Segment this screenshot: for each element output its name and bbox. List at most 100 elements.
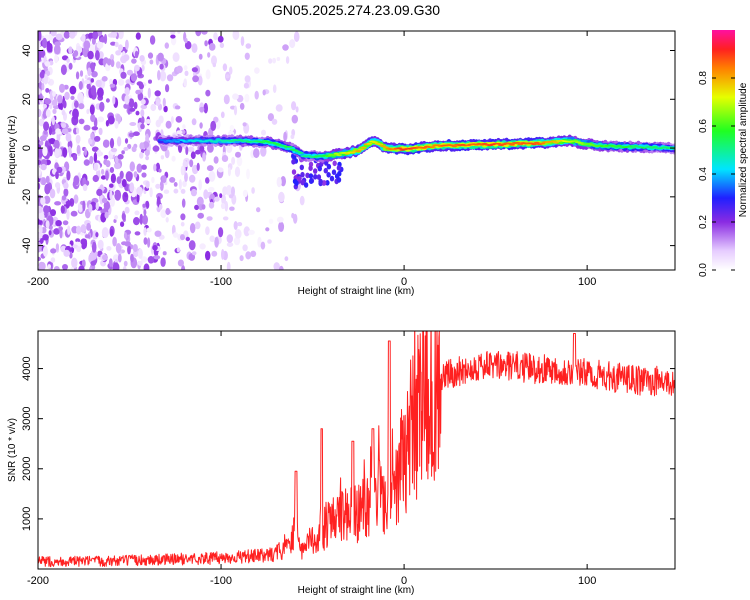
heatmap-speckle (75, 71, 80, 80)
heatmap-side-lobe (305, 172, 310, 179)
heatmap-speckle (112, 236, 117, 247)
heatmap-speckle (90, 85, 97, 96)
heatmap-ridge-cell (330, 154, 337, 157)
heatmap-speckle (180, 221, 185, 227)
heatmap-speckle (136, 163, 143, 173)
heatmap-side-lobe (318, 178, 323, 185)
heatmap-speckle (67, 146, 72, 154)
heatmap-speckle (191, 118, 197, 126)
heatmap-speckle (115, 50, 122, 56)
x-tick-label: 0 (401, 276, 407, 288)
heatmap-speckle (234, 166, 241, 178)
heatmap-speckle (136, 81, 143, 86)
heatmap-speckle (131, 58, 137, 64)
heatmap-speckle (135, 89, 141, 95)
heatmap-speckle (125, 39, 129, 50)
heatmap-speckle (52, 108, 57, 114)
heatmap-speckle (68, 46, 73, 55)
heatmap-speckle (207, 52, 211, 58)
heatmap-speckle (218, 227, 224, 238)
heatmap-side-lobe (294, 180, 299, 186)
heatmap-speckle (39, 140, 44, 146)
heatmap-speckle (244, 93, 250, 103)
heatmap-speckle (140, 256, 148, 263)
heatmap-speckle (42, 104, 48, 109)
heatmap-speckle (137, 260, 143, 266)
heatmap-speckle (145, 200, 150, 209)
heatmap-speckle (83, 40, 91, 50)
heatmap-speckle (181, 198, 186, 208)
heatmap-speckle (194, 221, 201, 230)
heatmap-speckle (38, 241, 42, 253)
heatmap-speckle (220, 202, 226, 210)
heatmap-speckle (92, 174, 100, 183)
heatmap-speckle (73, 175, 80, 186)
heatmap-speckle (146, 227, 152, 233)
heatmap-ridge-cell (336, 154, 343, 157)
heatmap-speckle (114, 162, 121, 170)
heatmap-speckle (83, 159, 90, 166)
heatmap-ridge-cell (297, 152, 304, 154)
heatmap-speckle (164, 42, 169, 49)
heatmap-ridge-cell (514, 142, 521, 144)
heatmap-ridge-cell (286, 146, 293, 148)
heatmap-side-lobe (291, 169, 297, 175)
heatmap-speckle (205, 250, 211, 261)
heatmap-speckle (89, 42, 96, 54)
heatmap-speckle (70, 266, 75, 270)
heatmap-speckle (205, 89, 211, 97)
heatmap-speckle (110, 41, 117, 46)
heatmap-speckle (87, 50, 94, 60)
heatmap-speckle (176, 65, 183, 74)
heatmap-speckle (189, 174, 196, 183)
heatmap-speckle (233, 221, 238, 230)
heatmap-speckle (63, 100, 67, 109)
heatmap-speckle (176, 247, 181, 253)
heatmap-speckle (78, 103, 85, 110)
heatmap-side-lobe (308, 173, 314, 179)
heatmap-speckle (134, 210, 140, 216)
colorbar-tick-label: 0.6 (698, 119, 709, 133)
heatmap-ridge-cell (651, 146, 658, 148)
y-tick-label: 2000 (21, 457, 33, 481)
heatmap-ridge-cell (355, 150, 362, 153)
heatmap-speckle (180, 188, 186, 194)
heatmap-speckle (261, 129, 266, 136)
heatmap-ridge-cell (531, 143, 538, 146)
heatmap-speckle (89, 266, 93, 270)
heatmap-speckle (205, 177, 210, 184)
heatmap-speckle (108, 258, 113, 267)
heatmap-speckle (63, 188, 69, 197)
heatmap-speckle (205, 69, 211, 80)
heatmap-speckle (245, 251, 252, 260)
heatmap-speckle (149, 35, 156, 45)
heatmap-speckle (39, 71, 45, 79)
heatmap-speckle (79, 70, 84, 77)
heatmap-speckle (192, 75, 200, 83)
heatmap-speckle (243, 226, 250, 237)
heatmap-speckle (182, 160, 189, 168)
heatmap-speckle (248, 229, 255, 235)
heatmap-speckle (221, 155, 229, 162)
heatmap-speckle (75, 134, 81, 143)
heatmap-speckle (195, 31, 202, 37)
heatmap-ridge-cell (333, 152, 340, 155)
heatmap-speckle (90, 78, 95, 83)
heatmap-speckle (293, 213, 298, 224)
x-tick-label: -100 (210, 575, 232, 587)
heatmap-ridge-cell (207, 139, 214, 142)
y-tick-label: 3000 (21, 406, 33, 430)
heatmap-speckle (40, 196, 46, 206)
heatmap-speckle (211, 55, 217, 66)
heatmap-speckle (275, 104, 283, 112)
heatmap-speckle (158, 203, 163, 210)
heatmap-speckle (65, 200, 73, 205)
heatmap-speckle (175, 116, 183, 123)
heatmap-speckle (56, 166, 63, 174)
heatmap-speckle (225, 74, 230, 79)
heatmap-speckle (242, 189, 248, 198)
heatmap-speckle (182, 180, 187, 187)
heatmap-side-lobe (316, 174, 322, 180)
heatmap-speckle (278, 265, 284, 270)
